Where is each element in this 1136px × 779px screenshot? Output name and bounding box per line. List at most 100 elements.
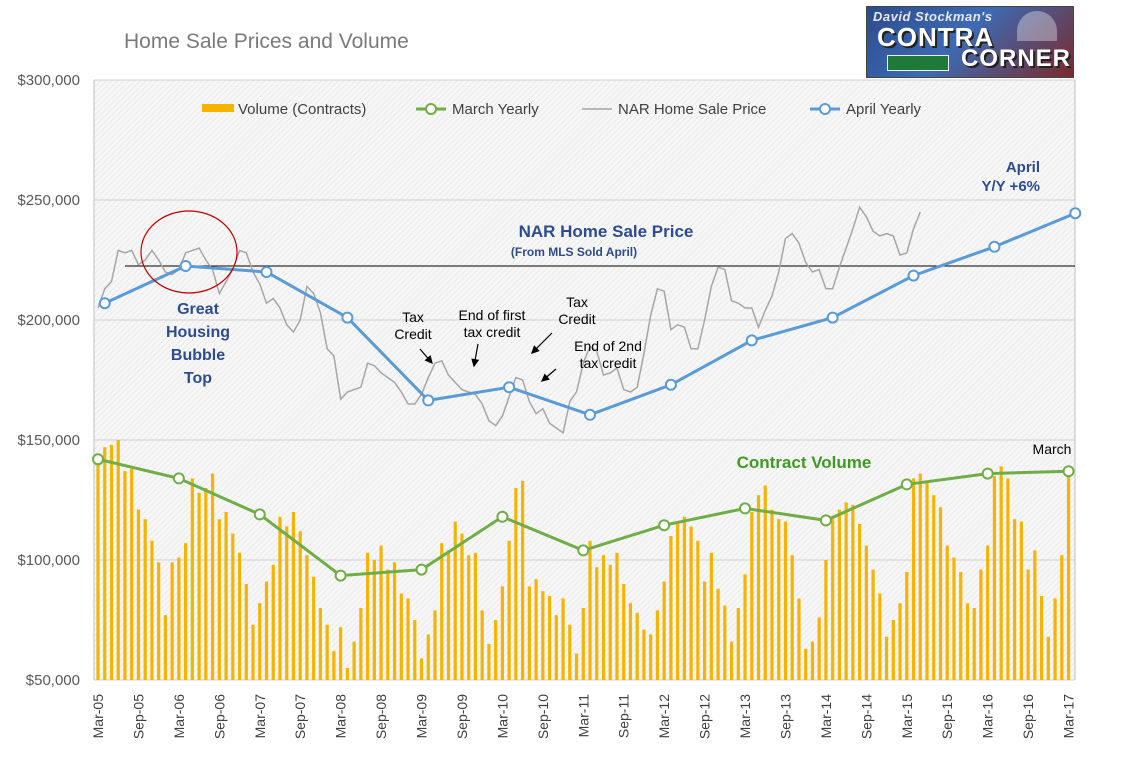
- volume-bar: [716, 588, 720, 680]
- volume-bar: [952, 557, 956, 680]
- volume-bar: [231, 533, 235, 680]
- volume-bar: [554, 615, 558, 680]
- volume-bar: [1066, 473, 1071, 680]
- volume-bar: [446, 550, 451, 680]
- volume-bar: [709, 552, 713, 680]
- volume-bar: [959, 572, 963, 680]
- volume-bar: [864, 545, 868, 680]
- x-tick-label: Mar-12: [656, 694, 672, 739]
- volume-bar: [601, 555, 606, 680]
- volume-bar: [871, 569, 875, 680]
- x-tick-label: Mar-08: [333, 694, 349, 739]
- plot-area-background: [94, 80, 1075, 680]
- volume-bar: [258, 603, 262, 680]
- annotation-march-label: March: [1033, 441, 1072, 457]
- volume-bar: [500, 586, 504, 680]
- x-tick-label: Mar-07: [252, 694, 268, 739]
- volume-bar: [318, 608, 323, 680]
- volume-bar: [204, 488, 208, 680]
- y-tick-label: $300,000: [17, 72, 80, 89]
- x-tick-label: Mar-14: [818, 694, 834, 739]
- volume-bar: [1019, 521, 1023, 680]
- volume-bar: [392, 562, 397, 680]
- volume-bar: [359, 608, 363, 680]
- volume-bar: [345, 668, 349, 680]
- x-tick-label: Sep-12: [697, 694, 713, 739]
- y-tick-label: $100,000: [17, 552, 80, 569]
- volume-bar: [1040, 596, 1044, 680]
- x-tick-label: Sep-13: [777, 694, 793, 739]
- annotation-tax-credit-2: Tax: [566, 294, 588, 310]
- volume-bar: [143, 519, 147, 680]
- x-tick-label: Sep-10: [535, 694, 551, 739]
- y-tick-label: $200,000: [17, 312, 80, 329]
- volume-bar: [824, 560, 828, 680]
- volume-bar: [325, 624, 329, 680]
- march-yearly-marker: [496, 510, 509, 523]
- volume-bar: [547, 596, 552, 680]
- volume-bar: [561, 598, 565, 680]
- x-tick-label: Mar-05: [90, 694, 106, 739]
- annotation-end-first-credit: tax credit: [464, 324, 521, 340]
- volume-bar: [642, 629, 646, 680]
- x-tick-label: Sep-11: [616, 694, 632, 738]
- volume-bar: [460, 533, 464, 680]
- volume-bar: [210, 473, 215, 680]
- volume-bar: [406, 598, 410, 680]
- annotation-bubble-top: Housing: [166, 324, 230, 341]
- x-tick-label: Mar-11: [575, 694, 591, 738]
- volume-bar: [649, 634, 653, 680]
- april-yearly-marker: [664, 378, 677, 391]
- volume-bar: [541, 591, 545, 680]
- april-yearly-marker: [503, 381, 516, 394]
- volume-bar: [366, 552, 370, 680]
- march-yearly-marker: [577, 544, 590, 557]
- volume-bar: [797, 598, 801, 680]
- x-tick-label: Sep-15: [939, 694, 955, 739]
- legend-label-volume: Volume (Contracts): [238, 101, 366, 118]
- volume-bar: [352, 641, 356, 680]
- volume-bar: [696, 540, 700, 680]
- volume-bar: [386, 569, 390, 680]
- annotation-end-2nd-credit: tax credit: [580, 355, 637, 371]
- volume-bar: [662, 581, 666, 680]
- volume-bar: [170, 562, 174, 680]
- legend-marker-april: [819, 103, 831, 115]
- volume-bar: [96, 456, 100, 680]
- x-tick-label: Mar-16: [980, 694, 996, 739]
- volume-bar: [783, 521, 788, 680]
- annotation-contract-volume: Contract Volume: [737, 453, 872, 472]
- april-yearly-marker: [988, 240, 1001, 253]
- volume-bar: [703, 581, 707, 680]
- volume-bar: [810, 641, 815, 680]
- legend-swatch-volume: [202, 104, 234, 112]
- annotation-end-first-credit: End of first: [459, 307, 526, 323]
- volume-bar: [332, 651, 336, 680]
- april-yearly-marker: [179, 260, 192, 272]
- volume-bar: [932, 495, 936, 680]
- volume-bar: [945, 545, 949, 680]
- volume-bar: [608, 564, 612, 680]
- volume-bar: [763, 485, 767, 680]
- volume-bar: [972, 608, 976, 680]
- x-tick-label: Mar-06: [171, 694, 187, 739]
- volume-bar: [750, 512, 754, 680]
- volume-bar: [851, 504, 855, 680]
- march-yearly-marker: [253, 508, 266, 521]
- volume-bar: [1033, 550, 1037, 680]
- volume-bar: [379, 545, 383, 680]
- volume-bar: [723, 605, 727, 680]
- annotation-nar-subtitle: (From MLS Sold April): [511, 245, 637, 259]
- logo-line2: CONTRA: [877, 22, 995, 52]
- volume-bar: [655, 610, 660, 680]
- arrow-tax-credit-1-head: [424, 355, 433, 365]
- volume-bar: [1026, 569, 1030, 680]
- volume-bar: [858, 524, 862, 680]
- volume-bar: [615, 552, 619, 680]
- volume-bar: [770, 509, 774, 680]
- volume-bar: [911, 478, 916, 680]
- arrow-end-2nd-credit-head: [540, 373, 550, 382]
- volume-bar: [440, 543, 444, 680]
